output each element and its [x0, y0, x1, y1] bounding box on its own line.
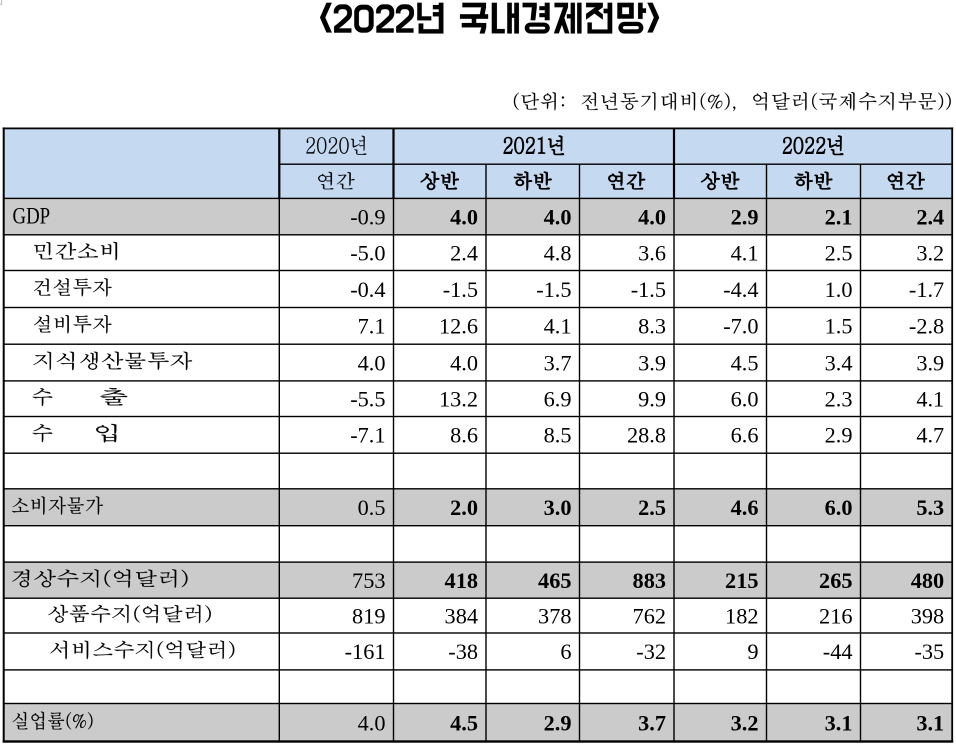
svg-text:2.4: 2.4	[916, 204, 944, 229]
svg-text:4.8: 4.8	[544, 240, 572, 265]
svg-text:2.5: 2.5	[638, 495, 666, 520]
svg-text:4.5: 4.5	[450, 710, 478, 735]
svg-text:2.4: 2.4	[450, 240, 478, 265]
svg-text:-32: -32	[636, 639, 666, 664]
svg-text:2.9: 2.9	[825, 423, 853, 448]
svg-text:7.1: 7.1	[358, 314, 386, 339]
svg-text:4.1: 4.1	[731, 240, 759, 265]
svg-text:819: 819	[352, 603, 385, 628]
svg-text:9.9: 9.9	[638, 387, 666, 412]
svg-text:3.9: 3.9	[916, 350, 944, 375]
svg-text:8.5: 8.5	[544, 423, 572, 448]
svg-text:182: 182	[725, 603, 758, 628]
svg-text:2.9: 2.9	[731, 204, 759, 229]
svg-text:0.5: 0.5	[358, 495, 386, 520]
svg-text:4.0: 4.0	[358, 710, 386, 735]
svg-text:-1.5: -1.5	[443, 277, 478, 302]
svg-text:3.1: 3.1	[825, 710, 853, 735]
svg-text:384: 384	[445, 603, 478, 628]
svg-text:-7.0: -7.0	[723, 314, 758, 339]
svg-text:6.0: 6.0	[731, 387, 759, 412]
svg-text:1.0: 1.0	[825, 277, 853, 302]
svg-text:265: 265	[819, 568, 852, 593]
svg-text:4.0: 4.0	[450, 204, 478, 229]
svg-text:4.6: 4.6	[731, 495, 759, 520]
svg-text:2.1: 2.1	[825, 204, 853, 229]
svg-text:-1.5: -1.5	[631, 277, 666, 302]
svg-text:4.0: 4.0	[358, 350, 386, 375]
svg-text:4.0: 4.0	[544, 204, 572, 229]
svg-text:762: 762	[633, 603, 666, 628]
svg-text:-44: -44	[823, 639, 853, 664]
svg-text:2.9: 2.9	[544, 710, 572, 735]
svg-text:-0.9: -0.9	[350, 204, 385, 229]
svg-text:-38: -38	[448, 639, 478, 664]
svg-text:480: 480	[911, 568, 944, 593]
svg-text:-35: -35	[914, 639, 944, 664]
svg-text:8.3: 8.3	[638, 314, 666, 339]
svg-text:3.7: 3.7	[544, 350, 572, 375]
svg-text:-1.5: -1.5	[536, 277, 571, 302]
svg-text:883: 883	[633, 568, 666, 593]
svg-text:398: 398	[911, 603, 944, 628]
svg-text:753: 753	[352, 568, 385, 593]
svg-text:28.8: 28.8	[627, 423, 666, 448]
svg-text:3.1: 3.1	[916, 710, 944, 735]
svg-text:2.5: 2.5	[825, 240, 853, 265]
svg-text:378: 378	[538, 603, 571, 628]
svg-text:6.9: 6.9	[544, 387, 572, 412]
svg-text:2.0: 2.0	[450, 495, 478, 520]
svg-text:-5.5: -5.5	[350, 387, 385, 412]
svg-text:4.1: 4.1	[916, 387, 944, 412]
svg-text:3.2: 3.2	[731, 710, 759, 735]
svg-text:4.0: 4.0	[638, 204, 666, 229]
svg-text:216: 216	[819, 603, 852, 628]
svg-text:-1.7: -1.7	[909, 277, 944, 302]
svg-text:-5.0: -5.0	[350, 240, 385, 265]
svg-text:3.7: 3.7	[638, 710, 666, 735]
svg-text:6.6: 6.6	[731, 423, 759, 448]
svg-text:6.0: 6.0	[825, 495, 853, 520]
svg-text:-161: -161	[345, 639, 386, 664]
svg-text:13.2: 13.2	[439, 387, 478, 412]
svg-text:8.6: 8.6	[450, 423, 478, 448]
svg-text:3.9: 3.9	[638, 350, 666, 375]
svg-text:215: 215	[725, 568, 758, 593]
svg-text:465: 465	[538, 568, 571, 593]
svg-text:3.2: 3.2	[916, 240, 944, 265]
svg-text:3.6: 3.6	[638, 240, 666, 265]
svg-text:-7.1: -7.1	[350, 423, 385, 448]
svg-text:3.4: 3.4	[825, 350, 853, 375]
svg-text:GDP: GDP	[13, 202, 51, 229]
svg-text:9: 9	[747, 639, 758, 664]
svg-text:2.3: 2.3	[825, 387, 853, 412]
svg-text:12.6: 12.6	[439, 314, 478, 339]
svg-text:-0.4: -0.4	[350, 277, 385, 302]
svg-text:4.0: 4.0	[450, 350, 478, 375]
svg-text:1.5: 1.5	[825, 314, 853, 339]
svg-text:4.1: 4.1	[544, 314, 572, 339]
svg-text:6: 6	[560, 639, 571, 664]
svg-text:-2.8: -2.8	[909, 314, 944, 339]
svg-text:4.5: 4.5	[731, 350, 759, 375]
svg-text:418: 418	[445, 568, 478, 593]
svg-text:3.0: 3.0	[544, 495, 572, 520]
svg-text:-4.4: -4.4	[723, 277, 758, 302]
svg-text:4.7: 4.7	[916, 423, 944, 448]
svg-text:5.3: 5.3	[916, 495, 944, 520]
